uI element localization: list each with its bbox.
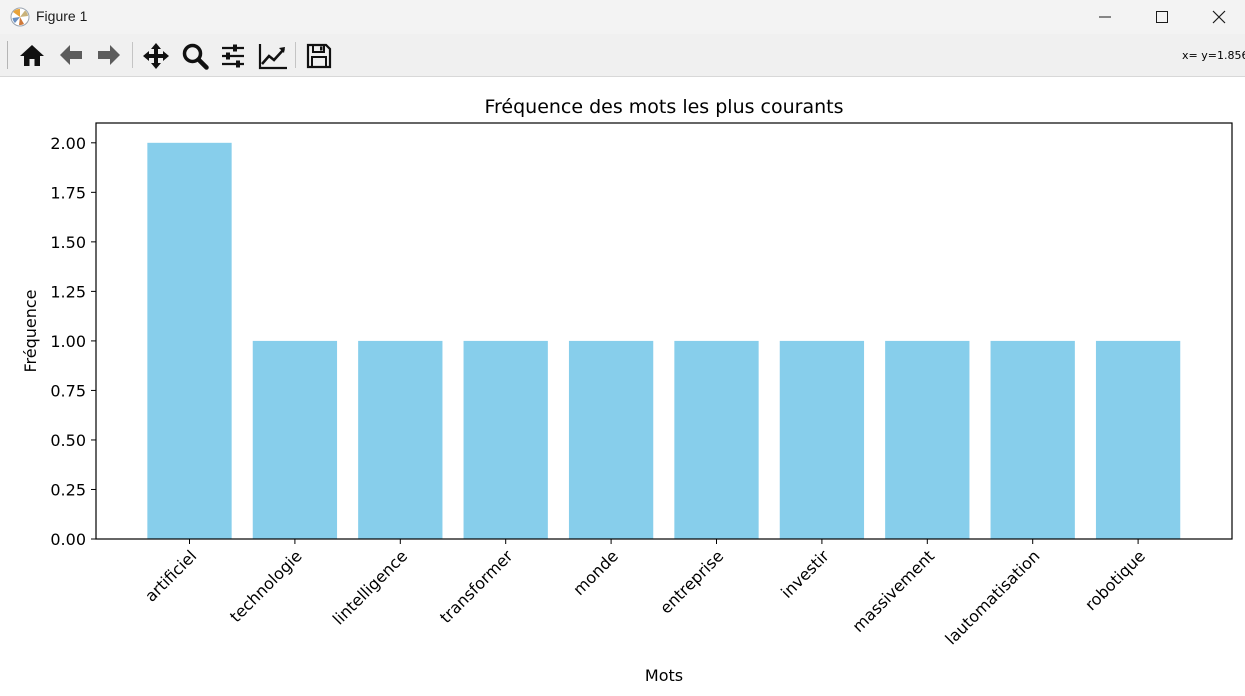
close-button[interactable] [1190,0,1245,34]
x-axis-label: Mots [645,666,683,685]
x-tick-label: investir [777,546,833,602]
bar-chart[interactable]: Fréquence des mots les plus courants 0.0… [0,77,1245,696]
x-tick-label: lintelligence [329,546,411,628]
move-icon [143,43,169,69]
bar-lautomatisation [990,340,1075,539]
save-button[interactable] [303,40,335,70]
y-tick-label: 0.50 [50,431,86,450]
arrow-left-icon [60,45,82,65]
maximize-button[interactable] [1133,0,1191,34]
y-axis-label: Fréquence [21,289,40,372]
close-icon [1212,10,1226,24]
y-tick-label: 0.75 [50,381,86,400]
window-title: Figure 1 [36,8,88,24]
y-tick-label: 0.25 [50,480,86,499]
navigation-toolbar: x= y=1.856 [0,34,1245,77]
magnifier-icon [182,43,209,70]
toolbar-separator [295,42,296,68]
cursor-coordinates: x= y=1.856 [1182,49,1245,62]
y-axis: 0.00 0.25 0.50 0.75 1.00 1.25 1.50 1.75 2.00 [50,134,96,549]
toolbar-separator [132,42,133,68]
bar-lintelligence [358,340,443,539]
maximize-icon [1156,11,1168,23]
bar-investir [779,340,865,539]
y-tick-label: 2.00 [50,134,86,153]
home-icon [20,45,44,66]
y-tick-label: 1.50 [50,233,86,252]
minimize-button[interactable] [1076,0,1134,34]
x-tick-label: massivement [849,546,939,636]
subplots-button[interactable] [217,40,249,70]
zoom-button[interactable] [179,40,211,70]
sliders-icon [222,44,244,68]
axes-frame [95,122,1233,540]
bars [147,142,1181,540]
arrow-right-icon [98,45,120,65]
forward-button[interactable] [93,40,125,70]
y-tick-label: 0.00 [50,530,86,549]
bar-artificiel [147,142,232,540]
x-tick-label: robotique [1081,546,1149,614]
y-tick-label: 1.75 [50,183,86,202]
bar-transformer [463,340,548,539]
bar-massivement [885,340,970,539]
matplotlib-icon [10,7,30,27]
pan-button[interactable] [140,40,172,70]
bar-technologie [252,340,338,539]
figure-canvas[interactable]: Fréquence des mots les plus courants 0.0… [0,77,1245,696]
x-tick-label: artificiel [141,546,200,605]
back-button[interactable] [55,40,87,70]
chart-title: Fréquence des mots les plus courants [484,96,843,118]
x-tick-label: entreprise [656,546,727,617]
y-tick-label: 1.00 [50,332,86,351]
y-tick-label: 1.25 [50,282,86,301]
floppy-disk-icon [306,43,332,69]
bar-entreprise [674,340,759,539]
x-tick-label: technologie [226,546,306,626]
window-title-bar: Figure 1 [0,0,1245,34]
home-button[interactable] [16,40,48,70]
edit-axes-button[interactable] [256,40,288,70]
x-tick-label: lautomatisation [941,546,1043,648]
toolbar-grip [7,41,8,69]
bar-robotique [1095,340,1181,539]
x-tick-label: transformer [436,546,517,627]
x-tick-label: monde [569,546,622,599]
minimize-icon [1099,16,1111,18]
x-axis: artificiel technologie lintelligence transf… [141,539,1149,648]
bar-monde [568,340,654,539]
line-chart-icon [258,44,287,70]
